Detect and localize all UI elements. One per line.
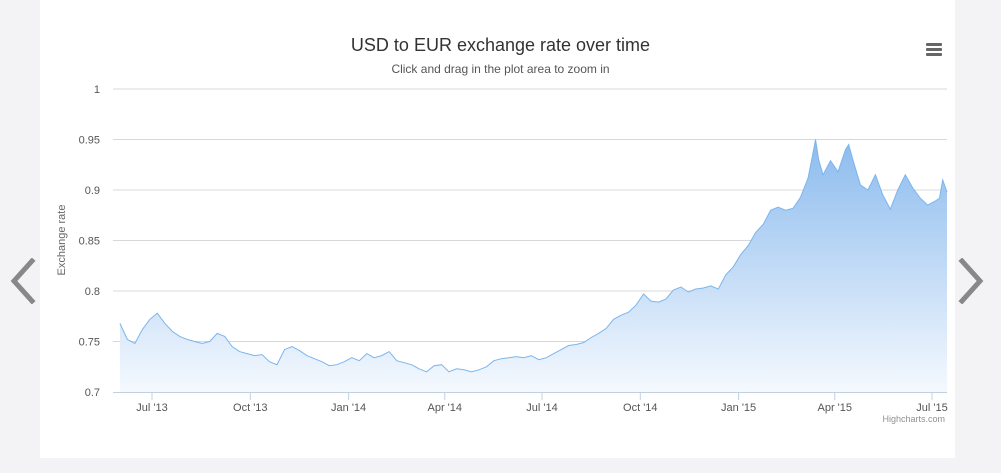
- y-axis-title: Exchange rate: [56, 205, 68, 276]
- x-tick-label: Jan '14: [331, 402, 366, 414]
- credits-link[interactable]: Highcharts.com: [882, 414, 945, 424]
- x-tick-label: Oct '14: [623, 402, 658, 414]
- x-tick-label: Jan '15: [721, 402, 756, 414]
- chevron-right-icon: [958, 257, 984, 305]
- chart-title: USD to EUR exchange rate over time: [350, 35, 651, 55]
- y-tick-label: 0.7: [85, 387, 100, 399]
- series-line: [119, 139, 948, 373]
- y-tick-label: 0.95: [79, 135, 100, 147]
- series-area: [119, 139, 947, 392]
- x-tick-label: Apr '14: [428, 402, 463, 414]
- y-tick-label: 0.9: [85, 185, 100, 197]
- hamburger-menu-icon: [926, 43, 942, 46]
- y-tick-label: 0.85: [79, 236, 100, 248]
- chart-subtitle: Click and drag in the plot area to zoom …: [391, 62, 610, 76]
- x-tick-label: Oct '13: [233, 402, 268, 414]
- y-tick-label: 0.8: [85, 286, 100, 298]
- x-tick-label: Jul '14: [526, 402, 557, 414]
- y-tick-label: 1: [94, 84, 100, 96]
- chevron-left-icon: [10, 257, 36, 305]
- next-button[interactable]: [956, 257, 986, 305]
- x-tick-label: Jul '15: [916, 402, 947, 414]
- hamburger-menu-bar: [926, 48, 942, 51]
- y-tick-label: 0.75: [79, 337, 100, 349]
- hamburger-menu-bar: [926, 53, 942, 56]
- chart-context-menu-button[interactable]: [923, 40, 947, 60]
- x-tick-label: Apr '15: [818, 402, 853, 414]
- x-tick-label: Jul '13: [136, 402, 167, 414]
- previous-button[interactable]: [8, 257, 38, 305]
